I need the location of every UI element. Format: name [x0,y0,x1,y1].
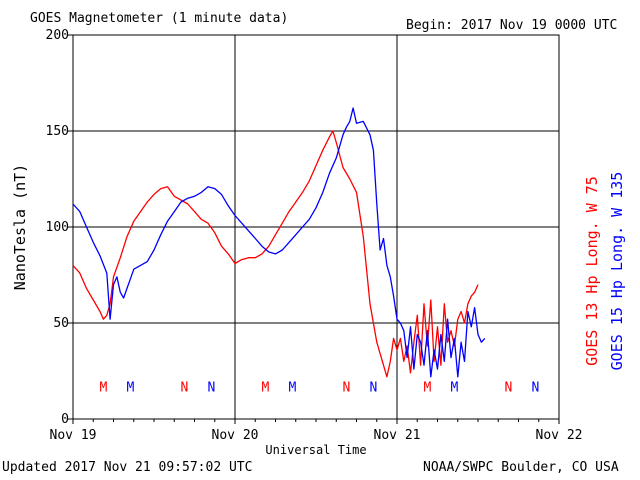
series-line-goes15 [72,107,486,378]
local-time-marker: M [423,380,431,395]
local-time-marker: N [369,380,377,395]
local-time-marker: N [342,380,350,395]
local-time-marker: N [180,380,188,395]
y-tick-label: 0 [61,412,69,427]
begin-time-label: Begin: 2017 Nov 19 0000 UTC [406,18,618,33]
local-time-marker: M [450,380,458,395]
local-time-marker: N [504,380,512,395]
local-time-marker: N [531,380,539,395]
x-tick-label: Nov 19 [50,428,97,443]
local-time-marker: N [207,380,215,395]
y-tick-label: 200 [46,28,69,43]
credit-label: NOAA/SWPC Boulder, CO USA [423,460,619,475]
y-tick-label: 150 [46,124,69,139]
local-time-marker: M [261,380,269,395]
local-time-marker: M [288,380,296,395]
x-tick-label: Nov 21 [374,428,421,443]
chart-title: GOES Magnetometer (1 minute data) [30,11,289,26]
local-time-marker: M [126,380,134,395]
y-tick-label: 50 [53,316,69,331]
x-tick-label: Nov 20 [212,428,259,443]
x-tick-label: Nov 22 [536,428,583,443]
updated-timestamp: Updated 2017 Nov 21 09:57:02 UTC [2,460,253,475]
x-axis-label: Universal Time [265,443,366,457]
y-axis-label: NanoTesla (nT) [11,164,29,290]
local-time-marker: M [99,380,107,395]
legend-goes15: GOES 15 Hp Long. W 135 [608,172,626,371]
y-tick-label: 100 [46,220,69,235]
legend-goes13: GOES 13 Hp Long. W 75 [583,176,601,366]
